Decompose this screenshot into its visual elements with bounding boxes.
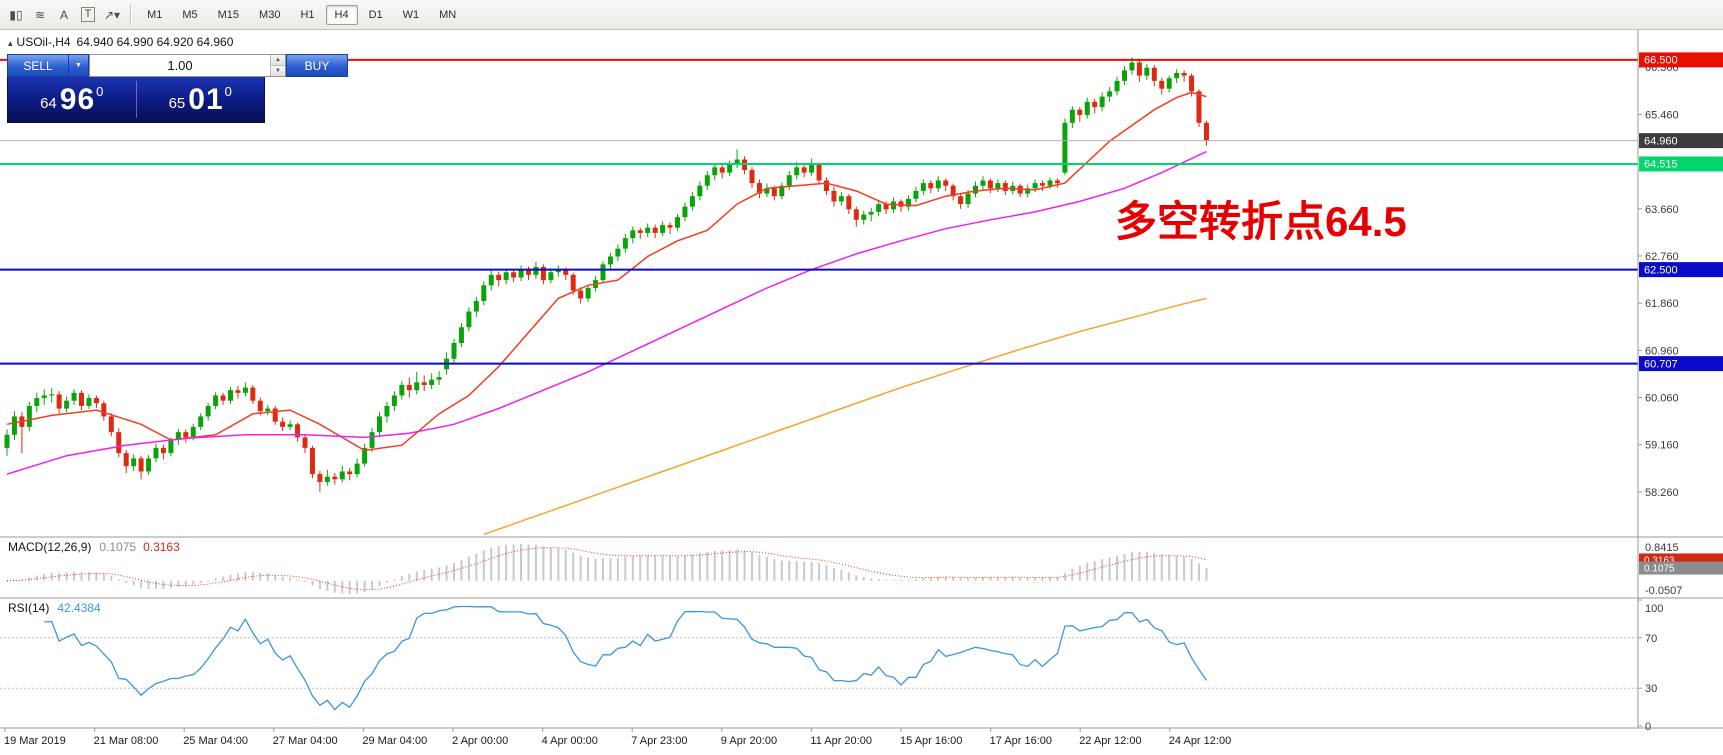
timeframe-button-m5[interactable]: M5 [182,8,198,21]
toolbar-icons: ▮▯ ≋ A T ↗▾ [4,4,124,26]
macd-name: MACD(12,26,9) [8,540,92,554]
svg-text:4 Apr 00:00: 4 Apr 00:00 [542,735,598,747]
time-axis[interactable]: 19 Mar 2019 21 Mar 08:00 25 Mar 04:00 27 Ma… [4,728,1231,747]
cursor-a-icon[interactable]: A [59,7,68,22]
svg-text:60.707: 60.707 [1644,358,1678,370]
rsi-value: 42.4384 [57,601,101,615]
macd-panel: 0.8415 -0.0507 [6,542,1682,597]
svg-text:0.1075: 0.1075 [1644,563,1675,574]
svg-text:58.260: 58.260 [1645,487,1679,499]
volume-field: ▲ ▼ [89,54,286,77]
timeframe-button-mn[interactable]: MN [439,8,457,21]
timeframe-button-m15[interactable]: M15 [217,8,240,21]
buy-button[interactable]: BUY [286,54,348,77]
volume-decrease-button[interactable]: ▼ [271,65,285,76]
timeframe-button-m1[interactable]: M1 [147,8,163,21]
bid-price[interactable]: 64 96 0 [8,77,136,122]
svg-text:64.960: 64.960 [1644,135,1678,147]
bid-pipette-digit: 0 [96,84,104,99]
sell-dropdown-button[interactable]: ▼ [69,54,89,77]
rsi-name: RSI(14) [8,601,50,615]
timeframe-group: M1 M5 M15 M30 H1 H4 D1 W1 MN [137,4,466,25]
svg-text:25 Mar 04:00: 25 Mar 04:00 [183,735,248,747]
draw-tools-icon[interactable]: ↗▾ [104,7,121,22]
sell-button[interactable]: SELL [7,54,69,77]
rsi-panel: 100 70 30 0 [0,599,1663,733]
ma-medium-line[interactable] [6,150,1207,475]
bid-big-digits: 96 [59,82,96,116]
price-axis[interactable]: 66.36065.46063.66062.76061.86060.96060.0… [1638,52,1723,575]
volume-spinner: ▲ ▼ [270,55,285,76]
svg-text:7 Apr 23:00: 7 Apr 23:00 [631,735,687,747]
svg-text:24 Apr 12:00: 24 Apr 12:00 [1169,735,1231,747]
svg-text:21 Mar 08:00: 21 Mar 08:00 [94,735,159,747]
ask-price[interactable]: 65 01 0 [137,77,265,122]
chart-canvas[interactable]: 66.36065.46063.66062.76061.86060.96060.0… [0,30,1723,755]
rsi-panel-label: RSI(14) 42.4384 [8,601,101,615]
ask-pipette-digit: 0 [224,84,232,99]
timeframe-button-m30[interactable]: M30 [259,8,281,21]
svg-text:22 Apr 12:00: 22 Apr 12:00 [1079,735,1141,747]
moving-averages-layer [6,91,1207,536]
svg-text:11 Apr 20:00: 11 Apr 20:00 [810,735,872,747]
svg-text:66.500: 66.500 [1644,55,1678,67]
svg-text:29 Mar 04:00: 29 Mar 04:00 [362,735,427,747]
svg-text:17 Apr 16:00: 17 Apr 16:00 [990,735,1052,747]
svg-text:65.460: 65.460 [1645,109,1679,121]
ohlc-values: 64.940 64.990 64.920 64.960 [76,35,234,49]
svg-text:62.500: 62.500 [1644,264,1678,276]
hline-objects [0,58,1638,365]
ask-big-digits: 01 [188,82,224,116]
svg-text:60.960: 60.960 [1645,345,1679,357]
macd-main-value: 0.1075 [99,540,137,554]
svg-text:0.8415: 0.8415 [1645,542,1679,554]
svg-text:0.3163: 0.3163 [1644,555,1675,566]
svg-text:27 Mar 04:00: 27 Mar 04:00 [273,735,338,747]
macd-panel-label: MACD(12,26,9) 0.1075 0.3163 [8,540,180,554]
chart-text-annotation[interactable]: 多空转折点64.5 [1115,198,1407,245]
timeframe-button-h4[interactable]: H4 [325,4,358,25]
svg-text:70: 70 [1645,633,1657,645]
svg-text:100: 100 [1645,603,1663,615]
svg-text:60.060: 60.060 [1645,393,1679,405]
candlestick-chart-icon[interactable]: ▮▯ [9,7,23,22]
chart-window: 66.360 65.460 63.660 62.760 61.860 60.960 60.0… [0,30,1723,755]
svg-text:30: 30 [1645,683,1657,695]
timeframe-button-w1[interactable]: W1 [402,8,420,21]
volume-increase-button[interactable]: ▲ [271,55,285,65]
svg-text:9 Apr 20:00: 9 Apr 20:00 [721,735,777,747]
text-tool-icon[interactable]: T [76,4,100,26]
svg-text:2 Apr 00:00: 2 Apr 00:00 [452,735,508,747]
svg-text:19 Mar 2019: 19 Mar 2019 [4,735,66,747]
trade-panel-prices: 64 96 0 65 01 0 [7,77,265,123]
svg-text:-0.0507: -0.0507 [1645,585,1682,597]
ask-small-digits: 65 [168,95,186,112]
symbol-period-label: USOil-,H4 [16,35,71,49]
timeframe-button-d1[interactable]: D1 [368,8,383,21]
svg-text:64.515: 64.515 [1644,159,1678,171]
ma-slow-line[interactable] [483,297,1207,536]
price-divider [135,81,137,118]
volume-input[interactable] [90,55,270,76]
svg-text:59.160: 59.160 [1645,440,1679,452]
collapse-chart-icon[interactable]: ▴ [8,38,13,48]
timeframe-button-h1[interactable]: H1 [300,8,315,21]
indicators-icon[interactable]: ≋ [34,7,46,22]
svg-text:0: 0 [1645,721,1651,733]
svg-text:63.660: 63.660 [1645,204,1679,216]
candles-layer [4,57,1209,492]
svg-text:62.760: 62.760 [1645,251,1679,263]
toolbar: ▮▯ ≋ A T ↗▾ M1 M5 M15 M30 H1 H4 D1 W1 MN [0,0,1723,30]
toolbar-separator [130,4,132,25]
bid-small-digits: 64 [40,95,57,112]
ohlc-header: ▴ USOil-,H4 64.940 64.990 64.920 64.960 [8,35,233,49]
macd-signal-value: 0.3163 [143,540,180,554]
ma-fast-line[interactable] [6,91,1207,452]
svg-text:15 Apr 16:00: 15 Apr 16:00 [900,735,962,747]
rsi-line [44,605,1208,711]
dropdown-caret-icon: ▼ [75,62,82,69]
svg-text:61.860: 61.860 [1645,298,1679,310]
trade-panel-controls: SELL ▼ ▲ ▼ BUY [7,54,348,77]
